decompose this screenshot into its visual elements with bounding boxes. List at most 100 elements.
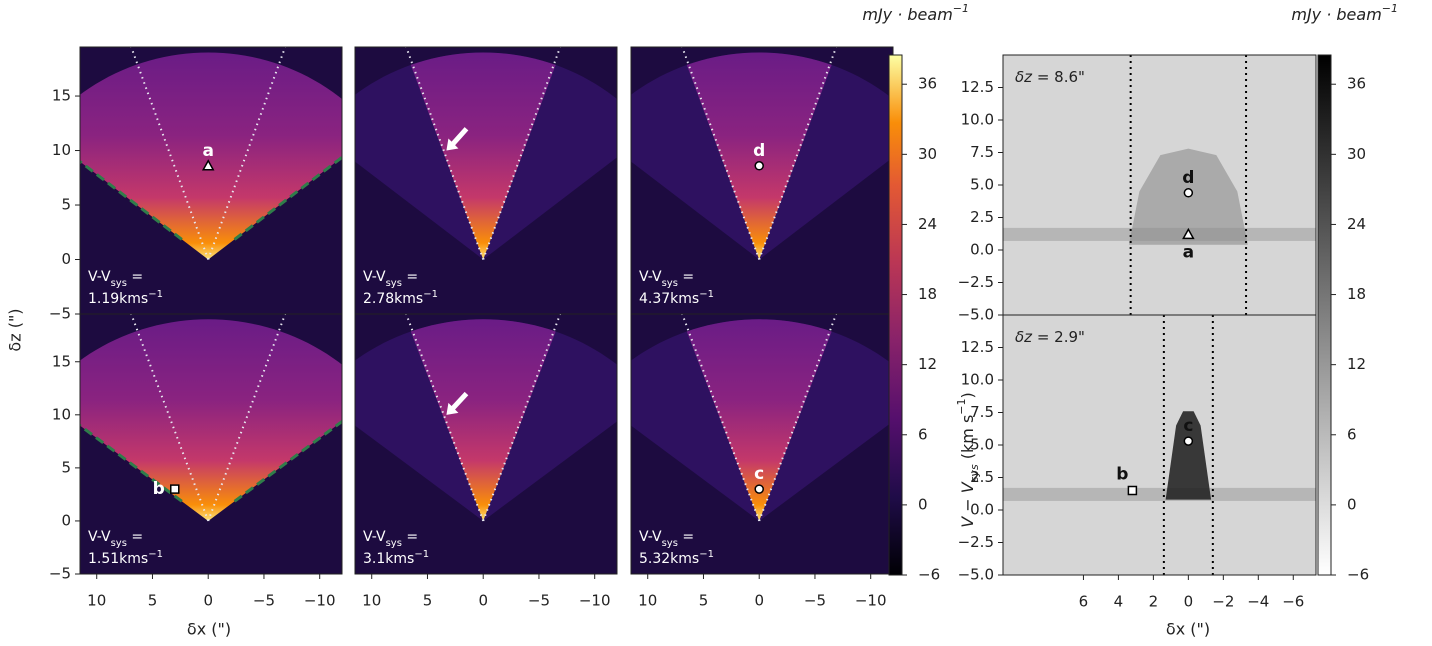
emission-fan: [410, 52, 556, 260]
velocity: 1.19: [88, 291, 119, 307]
y-tick-label: −5: [49, 565, 71, 583]
colorbar-tick-label: 30: [1347, 145, 1366, 163]
velocity-unit-sup: −1: [148, 549, 163, 560]
y-tick-label: 10.0: [961, 111, 994, 129]
velocity-label-eq: =: [678, 269, 694, 285]
velocity-unit: kms: [119, 291, 148, 307]
arrow: [449, 391, 469, 412]
colorbar-tick-label: 36: [1347, 75, 1366, 93]
y-label-main: V − V: [958, 481, 977, 528]
y-tick-label: 0: [61, 511, 71, 529]
x-tick-label: −5: [804, 592, 826, 610]
x-tick-label: −10: [304, 592, 336, 610]
y-tick-label: −5.0: [958, 566, 994, 584]
channel-panel: [355, 314, 617, 574]
panel-frame: [354, 313, 618, 575]
marker: [1127, 485, 1138, 496]
colorbar-tick-label: −6: [918, 566, 940, 584]
emission-fan: [410, 319, 556, 521]
marker-label: d: [753, 141, 765, 161]
velocity-unit: kms: [119, 551, 148, 567]
marker: [1183, 188, 1194, 198]
y-tick-label: 15: [52, 87, 71, 105]
colorbar-label-sup: −1: [1382, 2, 1398, 15]
pv-panel: [1003, 55, 1316, 315]
channel-panel: [80, 314, 342, 574]
y-tick-label: −5.0: [958, 306, 994, 324]
y-tick-label: 0.0: [970, 501, 994, 519]
y-label-unit: (km s: [958, 415, 977, 465]
offset: 2.9: [1054, 328, 1078, 346]
arrow-head: [446, 402, 459, 415]
marker: [170, 484, 180, 494]
velocity-label: V-Vsys =: [88, 529, 143, 549]
y-tick-label: 0.0: [970, 241, 994, 259]
velocity-unit-sup: −1: [148, 289, 163, 300]
velocity-label: V-Vsys =: [639, 529, 694, 549]
emission-fan: [686, 52, 832, 260]
pv-panel: [1003, 315, 1316, 575]
colorbar-tick-label: −6: [1347, 566, 1369, 584]
colorbar-tick-label: 24: [918, 215, 937, 233]
velocity-value: 1.19kms−1: [88, 289, 163, 308]
y-tick-label: 5.0: [970, 436, 994, 454]
velocity-label-sub: sys: [662, 278, 678, 289]
marker: [1182, 227, 1195, 240]
velocity-unit-sup: −1: [423, 289, 438, 300]
x-tick-label: −5: [253, 592, 275, 610]
x-tick-label: −4: [1247, 593, 1269, 611]
marker-label: b: [1116, 465, 1128, 485]
colorbar-tick-label: 12: [1347, 355, 1366, 373]
velocity-label-sub: sys: [111, 538, 127, 549]
y-tick-label: 5: [61, 196, 71, 214]
x-tick-label: 4: [1114, 593, 1124, 611]
y-tick-label: 12.5: [961, 338, 994, 356]
x-tick-label: 5: [423, 592, 433, 610]
y-axis-label: V − Vsys (km s−1): [955, 392, 981, 528]
y-label-end: ): [958, 392, 977, 398]
pv-background: [1003, 315, 1316, 575]
velocity-label: V-Vsys =: [88, 269, 143, 289]
y-tick-label: 0: [61, 250, 71, 268]
y-tick-label: 5: [61, 458, 71, 476]
velocity-label-eq: =: [402, 269, 418, 285]
x-tick-label: 10: [362, 592, 381, 610]
x-tick-label: 10: [87, 592, 106, 610]
velocity-label-main: V-V: [88, 529, 111, 545]
velocity-value: 2.78kms−1: [363, 289, 438, 308]
x-tick-label: 2: [1149, 593, 1159, 611]
x-tick-label: 6: [1079, 593, 1089, 611]
velocity-unit: kms: [385, 551, 414, 567]
channel-panel: [80, 47, 342, 314]
y-tick-label: −5: [49, 305, 71, 323]
cone-edge: [207, 314, 287, 522]
x-tick-label: −5: [528, 592, 550, 610]
offset-label: δz = 8.6": [1015, 68, 1085, 86]
velocity-label: V-Vsys =: [363, 269, 418, 289]
channel-panel: [631, 314, 893, 574]
marker-label: c: [1183, 416, 1193, 436]
x-axis-label: δx ("): [1166, 620, 1210, 639]
velocity: 1.51: [88, 551, 119, 567]
y-label-sup: −1: [955, 398, 968, 414]
y-tick-label: −2.5: [958, 273, 994, 291]
y-tick-label: 7.5: [970, 403, 994, 421]
cone-edge: [681, 314, 761, 522]
colorbar-tick-label: 18: [918, 285, 937, 303]
colorbar-tick-label: 24: [1347, 215, 1366, 233]
emission-fan: [80, 319, 342, 521]
offset-label-text: δz =: [1015, 328, 1054, 346]
velocity-unit: kms: [670, 291, 699, 307]
cone-edge: [405, 314, 485, 522]
x-tick-label: 0: [203, 592, 213, 610]
x-tick-label: 10: [638, 592, 657, 610]
colorbar-tick-label: 0: [918, 495, 928, 513]
colorbar-tick-label: 36: [918, 75, 937, 93]
marker-label: a: [1183, 242, 1194, 262]
colorbar-tick-label: 6: [918, 425, 928, 443]
velocity-unit-sup: −1: [699, 549, 714, 560]
marker: [1183, 436, 1194, 446]
colorbar-label: mJy · beam−1: [1291, 2, 1398, 24]
emission-fan: [686, 319, 832, 521]
offset-unit: ": [1078, 328, 1085, 346]
